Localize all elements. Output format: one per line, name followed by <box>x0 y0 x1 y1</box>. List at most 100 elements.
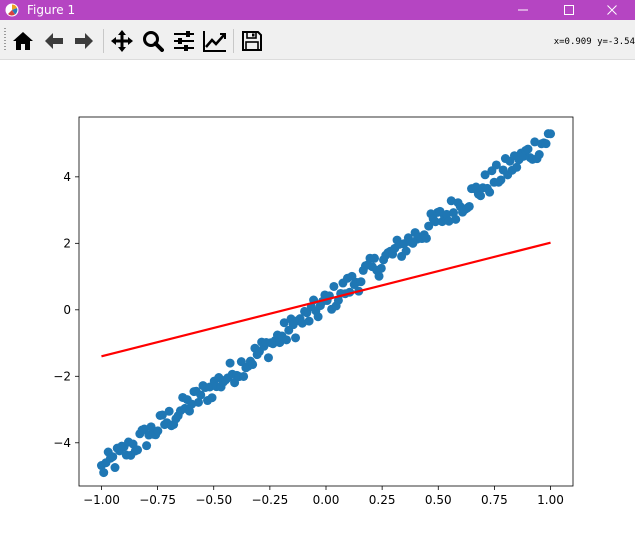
x-tick-label: −0.75 <box>139 493 176 507</box>
scatter-point <box>496 175 506 185</box>
maximize-button[interactable] <box>546 0 592 20</box>
scatter-point <box>142 441 152 451</box>
scatter-point <box>329 281 339 291</box>
scatter-point <box>110 463 120 473</box>
scatter-point <box>282 335 292 345</box>
x-tick-label: 0.50 <box>425 493 452 507</box>
save-button[interactable] <box>240 30 264 52</box>
window-title: Figure 1 <box>27 3 76 17</box>
scatter-point <box>157 410 167 420</box>
scatter-point <box>263 353 273 363</box>
scatter-point <box>446 196 456 206</box>
scatter-point <box>313 312 323 322</box>
arrow-left-icon <box>45 33 63 49</box>
toolbar-separator <box>233 29 234 53</box>
scatter-point <box>304 316 314 326</box>
scatter-point <box>291 333 301 343</box>
close-button[interactable] <box>589 0 635 20</box>
x-axis: −1.00 −0.75 −0.50 −0.25 0.00 0.25 0.50 0.75 1.00 <box>83 486 564 507</box>
x-tick-label: 1.00 <box>537 493 564 507</box>
scatter-point <box>471 182 481 192</box>
scatter-point <box>534 150 544 160</box>
toolbar-grip[interactable] <box>4 28 6 52</box>
title-bar: Figure 1 <box>0 0 635 20</box>
sliders-icon <box>174 31 194 51</box>
scatter-point <box>239 371 249 381</box>
x-tick-label: 0.25 <box>369 493 396 507</box>
scatter-point <box>464 201 474 211</box>
scatter-point <box>430 217 440 227</box>
x-tick-label: 0.75 <box>481 493 508 507</box>
minimize-icon <box>518 9 528 11</box>
y-tick-label: −4 <box>53 436 71 450</box>
scatter-point <box>421 233 431 243</box>
scatter-point <box>546 129 556 139</box>
maximize-icon <box>564 5 574 15</box>
edit-axes-button[interactable] <box>203 30 227 52</box>
scatter-point <box>297 318 307 328</box>
scatter-point <box>333 295 343 305</box>
scatter-point <box>374 271 384 281</box>
scatter-point <box>99 468 109 478</box>
scatter-point <box>133 445 143 455</box>
scatter-point <box>279 318 289 328</box>
minimize-button[interactable] <box>500 0 546 20</box>
forward-button[interactable] <box>72 30 96 52</box>
scatter-point <box>480 170 490 180</box>
scatter-point <box>444 216 454 226</box>
x-tick-label: 0.00 <box>313 493 340 507</box>
y-tick-label: 4 <box>63 170 71 184</box>
scatter-point <box>530 137 540 147</box>
scatter-point <box>523 144 533 154</box>
scatter-point <box>187 399 197 409</box>
move-icon <box>111 30 133 52</box>
close-icon <box>607 5 617 15</box>
scatter-point <box>424 221 434 231</box>
pan-button[interactable] <box>110 30 134 52</box>
scatter-point <box>164 406 174 416</box>
scatter-point <box>108 452 118 462</box>
y-tick-label: −2 <box>53 369 71 383</box>
scatter-point <box>541 139 551 149</box>
scatter-series <box>96 129 556 478</box>
scatter-point <box>376 263 386 273</box>
y-tick-label: 2 <box>63 236 71 250</box>
fit-line-series <box>101 241 551 358</box>
back-button[interactable] <box>42 30 66 52</box>
x-tick-label: −0.50 <box>195 493 232 507</box>
scatter-point <box>370 253 380 263</box>
line-chart-icon <box>203 31 226 52</box>
scatter-point <box>248 359 258 369</box>
home-button[interactable] <box>11 30 35 52</box>
magnifier-icon <box>143 31 164 52</box>
y-tick-label: 0 <box>63 303 71 317</box>
y-axis: −4 −2 0 2 4 <box>53 170 79 450</box>
scatter-point <box>153 426 163 436</box>
scatter-point <box>451 214 461 224</box>
home-icon <box>13 32 33 50</box>
scatter-point <box>356 277 366 287</box>
zoom-button[interactable] <box>141 30 165 52</box>
configure-subplots-button[interactable] <box>172 30 196 52</box>
scatter-point <box>196 390 206 400</box>
scatter-point <box>184 406 194 416</box>
arrow-right-icon <box>75 33 93 49</box>
scatter-point <box>146 422 156 432</box>
figure-canvas[interactable]: −1.00 −0.75 −0.50 −0.25 0.00 0.25 0.50 0.75 1.00… <box>0 60 635 534</box>
scatter-point <box>476 191 486 201</box>
scatter-point <box>485 187 495 197</box>
scatter-point <box>491 160 501 170</box>
scatter-point <box>236 357 246 367</box>
navigation-toolbar: x=0.909 y=-3.54 <box>0 20 635 60</box>
cursor-coordinates: x=0.909 y=-3.54 <box>553 37 635 47</box>
x-tick-label: −1.00 <box>83 493 120 507</box>
scatter-point <box>225 358 235 368</box>
matplotlib-logo-icon <box>5 3 19 17</box>
scatter-point <box>401 246 411 256</box>
scatter-point <box>512 162 522 172</box>
floppy-disk-icon <box>242 31 262 51</box>
scatter-point <box>193 397 203 407</box>
toolbar-separator <box>103 29 104 53</box>
scatter-point <box>207 393 217 403</box>
scatter-point <box>442 209 452 219</box>
